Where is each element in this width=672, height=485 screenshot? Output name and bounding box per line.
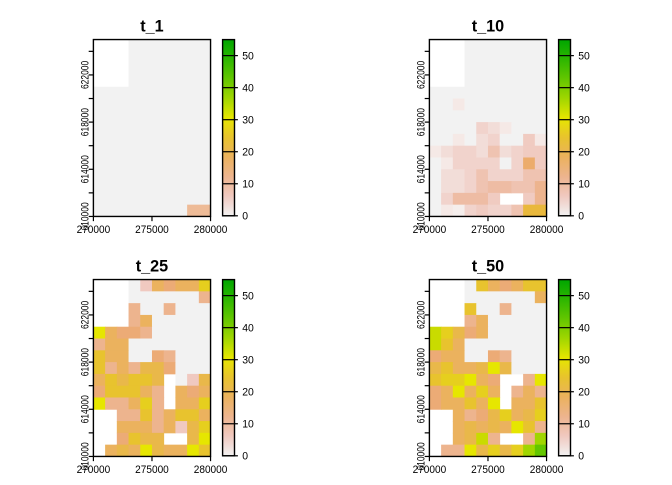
svg-text:275000: 275000 bbox=[471, 464, 505, 476]
svg-text:50: 50 bbox=[578, 291, 590, 303]
svg-text:270000: 270000 bbox=[77, 224, 111, 236]
svg-text:610000: 610000 bbox=[416, 442, 428, 470]
svg-text:30: 30 bbox=[578, 115, 590, 127]
svg-text:280000: 280000 bbox=[530, 224, 564, 236]
svg-text:280000: 280000 bbox=[530, 464, 564, 476]
svg-text:30: 30 bbox=[242, 115, 254, 127]
svg-text:275000: 275000 bbox=[135, 224, 169, 236]
svg-text:622000: 622000 bbox=[80, 301, 92, 329]
svg-text:40: 40 bbox=[242, 83, 254, 95]
svg-text:614000: 614000 bbox=[416, 395, 428, 423]
svg-text:622000: 622000 bbox=[416, 301, 428, 329]
svg-text:614000: 614000 bbox=[80, 395, 92, 423]
svg-text:0: 0 bbox=[242, 211, 248, 223]
svg-text:610000: 610000 bbox=[80, 442, 92, 470]
svg-text:20: 20 bbox=[242, 387, 254, 399]
svg-text:270000: 270000 bbox=[413, 464, 447, 476]
svg-text:t_10: t_10 bbox=[472, 18, 504, 36]
svg-text:10: 10 bbox=[578, 419, 590, 431]
svg-text:275000: 275000 bbox=[135, 464, 169, 476]
svg-text:t_50: t_50 bbox=[472, 258, 504, 276]
svg-text:40: 40 bbox=[578, 323, 590, 335]
svg-text:10: 10 bbox=[578, 179, 590, 191]
svg-text:0: 0 bbox=[578, 211, 584, 223]
svg-text:618000: 618000 bbox=[416, 108, 428, 136]
svg-text:270000: 270000 bbox=[413, 224, 447, 236]
svg-text:0: 0 bbox=[578, 451, 584, 463]
svg-text:270000: 270000 bbox=[77, 464, 111, 476]
svg-text:614000: 614000 bbox=[416, 155, 428, 183]
svg-text:280000: 280000 bbox=[194, 224, 228, 236]
svg-text:40: 40 bbox=[578, 83, 590, 95]
svg-text:40: 40 bbox=[242, 323, 254, 335]
svg-text:618000: 618000 bbox=[416, 348, 428, 376]
svg-text:614000: 614000 bbox=[80, 155, 92, 183]
svg-text:30: 30 bbox=[578, 355, 590, 367]
svg-text:20: 20 bbox=[242, 147, 254, 159]
svg-text:10: 10 bbox=[242, 179, 254, 191]
svg-text:618000: 618000 bbox=[80, 108, 92, 136]
svg-text:622000: 622000 bbox=[80, 61, 92, 89]
svg-text:10: 10 bbox=[242, 419, 254, 431]
svg-text:50: 50 bbox=[242, 51, 254, 63]
svg-text:30: 30 bbox=[242, 355, 254, 367]
svg-text:50: 50 bbox=[578, 51, 590, 63]
svg-text:618000: 618000 bbox=[80, 348, 92, 376]
svg-text:20: 20 bbox=[578, 147, 590, 159]
svg-text:275000: 275000 bbox=[471, 224, 505, 236]
svg-text:0: 0 bbox=[242, 451, 248, 463]
svg-text:610000: 610000 bbox=[80, 202, 92, 230]
svg-text:610000: 610000 bbox=[416, 202, 428, 230]
svg-text:t_1: t_1 bbox=[140, 18, 163, 36]
svg-text:622000: 622000 bbox=[416, 61, 428, 89]
svg-text:280000: 280000 bbox=[194, 464, 228, 476]
svg-text:50: 50 bbox=[242, 291, 254, 303]
svg-text:20: 20 bbox=[578, 387, 590, 399]
svg-text:t_25: t_25 bbox=[136, 258, 168, 276]
